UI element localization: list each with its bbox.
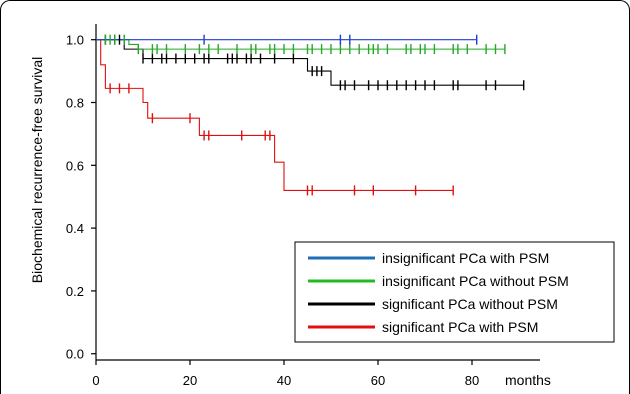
legend-label-3: significant PCa with PSM (382, 319, 538, 335)
censor-marks (104, 34, 525, 196)
series-lines (96, 39, 524, 191)
y-axis-title: Biochemical recurrence-free survival (29, 57, 45, 283)
x-tick-label: 40 (277, 373, 291, 388)
x-ticks: 0 20 40 60 80 (92, 360, 479, 388)
axes (95, 24, 540, 361)
legend: insignificant PCa with PSM insignificant … (294, 241, 615, 343)
x-tick-label: 0 (92, 373, 99, 388)
series-line-2 (96, 39, 524, 86)
y-tick-label: 0.4 (66, 221, 84, 236)
y-ticks: 0.0 0.2 0.4 0.6 0.8 1.0 (66, 33, 96, 362)
x-tick-label: 80 (465, 373, 479, 388)
y-tick-label: 1.0 (66, 33, 84, 48)
y-tick-label: 0.0 (66, 347, 84, 362)
legend-label-2: significant PCa without PSM (382, 296, 558, 312)
x-tick-label: 60 (371, 373, 385, 388)
x-axis-title: months (505, 372, 551, 388)
legend-label-1: insignificant PCa without PSM (382, 273, 569, 289)
y-tick-label: 0.2 (66, 284, 84, 299)
y-tick-label: 0.6 (66, 158, 84, 173)
series-line-3 (96, 39, 454, 191)
y-tick-label: 0.8 (66, 96, 84, 111)
legend-label-0: insignificant PCa with PSM (382, 250, 549, 266)
x-tick-label: 20 (183, 373, 197, 388)
